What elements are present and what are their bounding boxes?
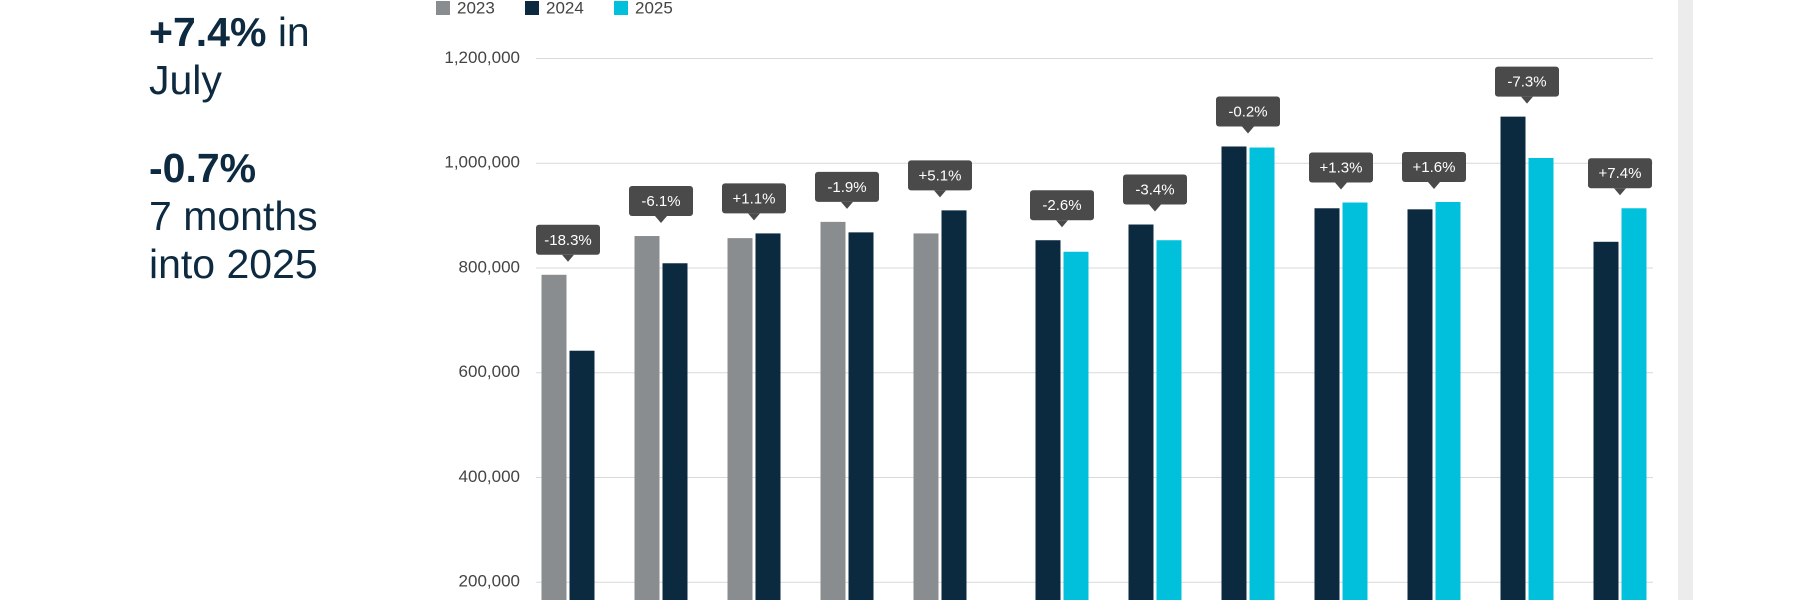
bar: [755, 233, 781, 600]
annotation-pointer: [1614, 188, 1626, 196]
annotation-box: [1123, 174, 1187, 205]
annotation-label: -0.2%: [1228, 103, 1267, 120]
annotation-label: +1.1%: [733, 190, 776, 207]
bar: [1249, 147, 1275, 600]
annotation: -3.4%: [1123, 174, 1187, 212]
annotation-box: [1588, 158, 1652, 189]
annotation-pointer: [562, 254, 574, 262]
bar: [541, 274, 567, 600]
annotation-label: -18.3%: [544, 232, 592, 249]
y-tick-label: 1,000,000: [444, 153, 520, 172]
annotation-box: [1495, 66, 1559, 97]
annotation-box: [629, 186, 693, 217]
annotation-box: [1309, 152, 1373, 183]
annotation: -7.3%: [1495, 66, 1559, 104]
annotation-label: -3.4%: [1135, 181, 1174, 198]
ytd-summary: -0.7% 7 months into 2025: [149, 144, 349, 288]
annotation-pointer: [748, 213, 760, 221]
annotation: -6.1%: [629, 186, 693, 224]
annotation: -0.2%: [1216, 96, 1280, 134]
bar: [1314, 208, 1340, 600]
annotation-box: [1030, 190, 1094, 221]
annotation: +1.6%: [1402, 151, 1466, 189]
bar: [848, 232, 874, 600]
y-tick-label: 400,000: [459, 467, 520, 486]
annotation-label: -1.9%: [827, 179, 866, 196]
bar: [941, 210, 967, 600]
annotation-label: +5.1%: [919, 167, 962, 184]
bar: [634, 236, 660, 600]
annotation-label: +7.4%: [1599, 165, 1642, 182]
bar: [1593, 241, 1619, 600]
legend-label: 2025: [635, 0, 673, 17]
legend-swatch: [525, 1, 539, 15]
annotation-label: -2.6%: [1042, 197, 1081, 214]
ytd-text: 7 months into 2025: [149, 193, 318, 287]
annotation-box: [536, 224, 600, 255]
annotation: +7.4%: [1588, 158, 1652, 196]
annotation-pointer: [1242, 126, 1254, 134]
bar: [1342, 202, 1368, 600]
legend-label: 2023: [457, 0, 495, 17]
annotation: +5.1%: [908, 160, 972, 198]
bar: [1528, 158, 1554, 600]
month-change: +7.4%: [149, 9, 267, 55]
ytd-change: -0.7%: [149, 145, 257, 191]
month-text: in July: [149, 9, 310, 103]
annotation-pointer: [1335, 182, 1347, 190]
annotation-label: -7.3%: [1507, 74, 1546, 91]
bar: [1128, 224, 1154, 600]
y-tick-label: 800,000: [459, 257, 520, 276]
annotation-box: [1216, 96, 1280, 127]
annotation-pointer: [1149, 204, 1161, 212]
annotation-label: +1.3%: [1320, 159, 1363, 176]
bar: [662, 263, 688, 600]
y-tick-label: 600,000: [459, 362, 520, 381]
bar: [1621, 208, 1647, 600]
annotation-pointer: [1521, 96, 1533, 104]
annotation-box: [908, 160, 972, 191]
annotation-box: [722, 183, 786, 214]
annotation-pointer: [1056, 220, 1068, 228]
month-summary: +7.4% in July: [149, 8, 349, 104]
annotation-pointer: [841, 201, 853, 209]
annotation-pointer: [1428, 181, 1440, 189]
y-tick-label: 200,000: [459, 572, 520, 591]
bar: [727, 238, 753, 600]
annotation: -2.6%: [1030, 190, 1094, 228]
legend-label: 2024: [546, 0, 584, 17]
bar: [569, 350, 595, 600]
legend-swatch: [436, 1, 450, 15]
annotation-box: [1402, 151, 1466, 182]
bar: [1156, 240, 1182, 600]
bar: [913, 233, 939, 600]
bar: [820, 221, 846, 600]
bar: [1221, 146, 1247, 600]
annotation: -18.3%: [536, 224, 600, 262]
bar: [1035, 240, 1061, 600]
scroll-strip: [1678, 0, 1693, 600]
y-tick-label: 1,200,000: [444, 48, 520, 67]
bar: [1407, 209, 1433, 600]
legend-swatch: [614, 1, 628, 15]
annotation-pointer: [655, 216, 667, 224]
annotation: +1.1%: [722, 183, 786, 221]
annotation-label: -6.1%: [641, 193, 680, 210]
annotation-label: +1.6%: [1413, 159, 1456, 176]
annotation-pointer: [934, 190, 946, 198]
annotation: -1.9%: [815, 171, 879, 209]
bar: [1063, 251, 1089, 600]
bar: [1500, 116, 1526, 600]
annotation: +1.3%: [1309, 152, 1373, 190]
bar: [1435, 201, 1461, 600]
annotation-box: [815, 171, 879, 202]
